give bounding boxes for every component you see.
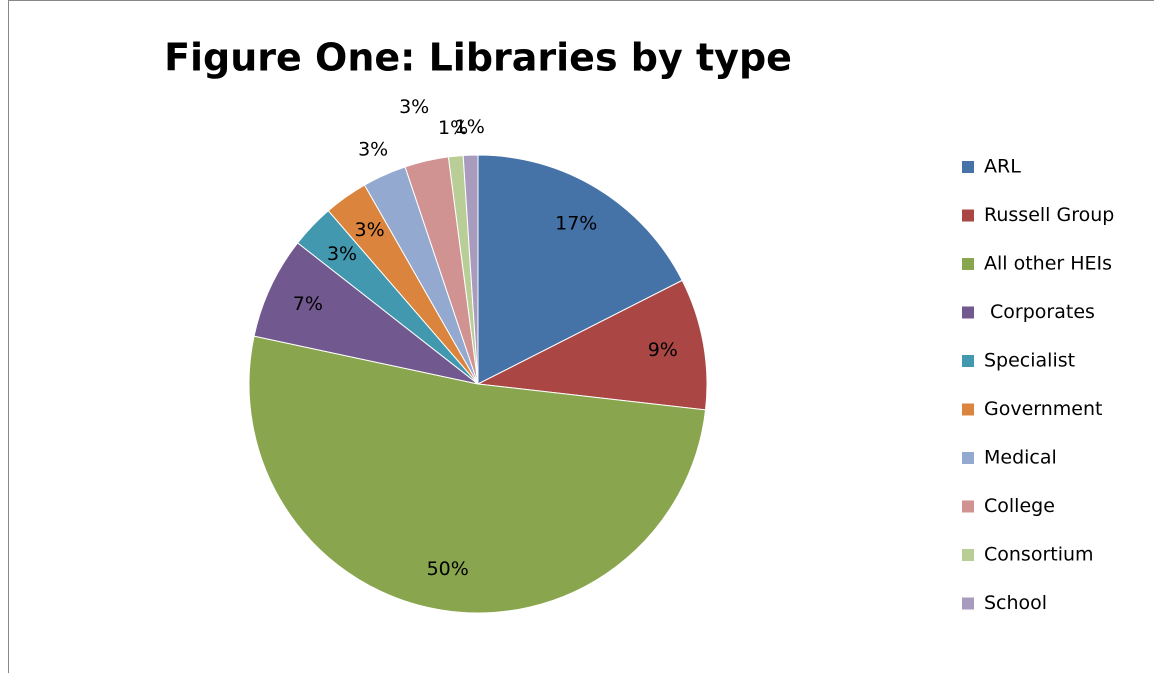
- legend-swatch: [962, 209, 974, 222]
- legend-swatch: [962, 597, 974, 610]
- legend-label: Medical: [984, 447, 1057, 469]
- legend-swatch: [962, 258, 974, 270]
- data-label: 3%: [355, 219, 385, 241]
- legend-swatch: [962, 549, 974, 561]
- data-label: 17%: [555, 212, 597, 234]
- legend-label: Corporates: [984, 301, 1095, 323]
- legend-label: Russell Group: [984, 204, 1114, 226]
- data-label: 7%: [293, 293, 323, 315]
- pie-slice: [477, 154, 683, 385]
- chart-title: Figure One: Libraries by type: [164, 36, 792, 80]
- legend-label: Government: [984, 398, 1103, 420]
- data-label: 1%: [455, 116, 485, 138]
- data-label: 1%: [438, 117, 468, 139]
- legend-label: College: [984, 495, 1055, 517]
- data-label: 9%: [648, 339, 678, 361]
- legend-swatch: [962, 161, 974, 173]
- legend-swatch: [962, 355, 974, 367]
- legend-swatch: [962, 500, 974, 513]
- pie-slice: [476, 279, 708, 411]
- legend-label: Specialist: [984, 350, 1075, 372]
- legend-swatch: [962, 306, 974, 319]
- pie-slice: [462, 154, 479, 385]
- legend-label: Consortium: [984, 544, 1094, 566]
- pie-slice: [253, 242, 479, 385]
- data-label: 3%: [358, 138, 388, 160]
- data-label: 50%: [427, 558, 469, 580]
- data-label: 3%: [399, 96, 429, 118]
- legend-label: All other HEIs: [984, 253, 1112, 275]
- pie-slice: [248, 335, 707, 614]
- legend-swatch: [962, 452, 974, 464]
- legend-label: School: [984, 592, 1047, 614]
- frame: [8, 0, 1154, 673]
- legend-label: ARL: [984, 156, 1021, 178]
- legend-swatch: [962, 403, 974, 416]
- data-label: 3%: [327, 243, 357, 265]
